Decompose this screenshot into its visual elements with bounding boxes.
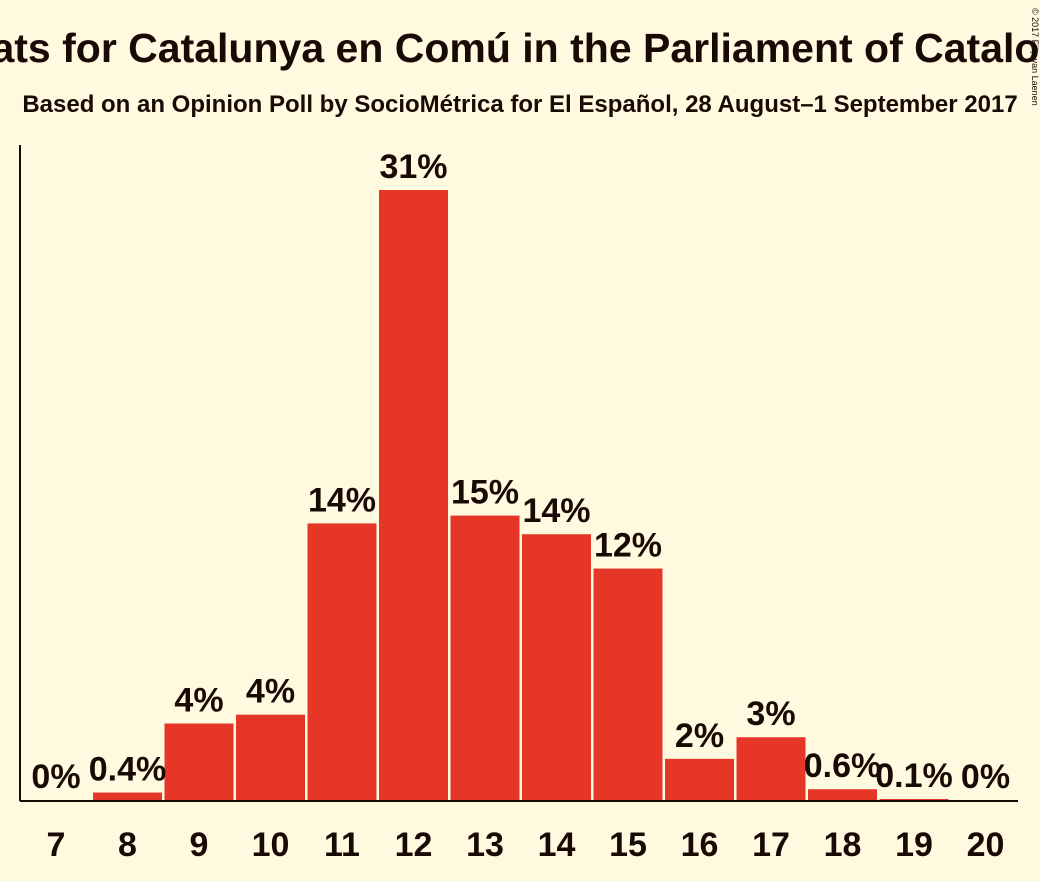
data-label-15: 12% <box>594 527 662 565</box>
bar-17 <box>736 737 806 800</box>
chart-title: Seats for Catalunya en Comú in the Parli… <box>0 25 1040 71</box>
data-label-8: 0.4% <box>89 751 167 789</box>
x-tick-12: 12 <box>395 826 433 864</box>
data-label-14: 14% <box>522 492 590 530</box>
x-tick-11: 11 <box>324 826 360 864</box>
data-label-16: 2% <box>675 717 724 755</box>
data-label-11: 14% <box>308 481 376 519</box>
bar-11 <box>307 523 377 800</box>
x-tick-13: 13 <box>466 826 504 864</box>
x-tick-9: 9 <box>190 826 209 864</box>
bar-19 <box>879 799 949 800</box>
data-label-10: 4% <box>246 673 295 711</box>
data-label-7: 0% <box>31 758 80 796</box>
data-label-12: 31% <box>379 148 447 186</box>
x-tick-14: 14 <box>538 826 576 864</box>
x-tick-8: 8 <box>118 826 137 864</box>
bar-8 <box>93 792 162 800</box>
bar-18 <box>808 789 877 800</box>
x-tick-20: 20 <box>967 826 1005 864</box>
x-tick-18: 18 <box>824 826 862 864</box>
bar-10 <box>236 714 305 800</box>
data-labels-group: 0% 0.4%4% 4%14%31%15% 14%12%2%3%0.6%0.1% 0% <box>31 148 1010 796</box>
data-label-19: 0.1% <box>875 757 953 795</box>
bar-14 <box>522 534 591 800</box>
data-label-13: 15% <box>451 474 519 512</box>
x-tick-15: 15 <box>609 826 647 864</box>
data-label-18: 0.6% <box>804 747 882 785</box>
x-tick-10: 10 <box>252 826 290 864</box>
x-tick-17: 17 <box>752 826 790 864</box>
data-label-20: 0% <box>961 758 1010 796</box>
x-tick-16: 16 <box>681 826 719 864</box>
bar-16 <box>665 758 734 800</box>
bar-9 <box>164 723 234 800</box>
x-tick-7: 7 <box>47 826 66 864</box>
bar-15 <box>593 568 663 800</box>
tick-labels-group: 7 8 9 10 11 12 13 14 15 16 17 18 19 20 <box>47 826 1005 864</box>
bar-12 <box>379 190 448 800</box>
data-label-9: 4% <box>174 682 223 720</box>
chart-subtitle: Based on an Opinion Poll by SocioMétrica… <box>22 91 1017 118</box>
bar-13 <box>450 515 520 800</box>
x-tick-19: 19 <box>895 826 933 864</box>
copyright-note: © 2017 Filip van Laenen <box>1030 8 1040 106</box>
bars-group <box>93 190 949 800</box>
data-label-17: 3% <box>746 695 795 733</box>
